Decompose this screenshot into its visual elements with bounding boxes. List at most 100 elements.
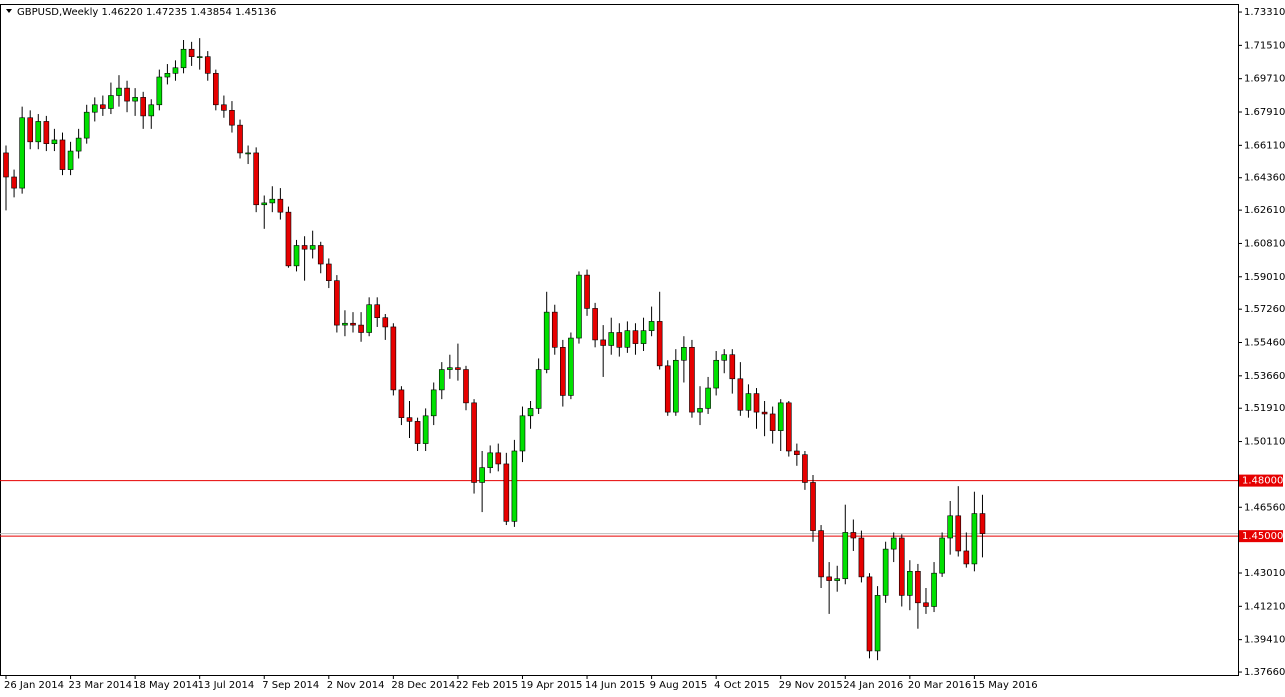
candle-body [325, 263, 332, 281]
candle-body [253, 152, 259, 206]
candle-body [455, 367, 461, 370]
candle-body [27, 117, 34, 143]
candle-body [382, 317, 389, 328]
candle-body [576, 274, 582, 339]
candle-body [535, 369, 542, 409]
candle-body [785, 402, 792, 452]
candle-body [398, 389, 405, 418]
x-tick-label: 20 Mar 2016 [908, 680, 971, 691]
candle-body [229, 110, 235, 126]
x-tick-label: 29 Nov 2015 [779, 680, 843, 691]
candle-body [374, 304, 381, 318]
candle-body [35, 121, 42, 143]
candle-body [753, 393, 760, 413]
candle-body [963, 550, 970, 565]
candle-body [188, 48, 195, 57]
candle-body [471, 402, 477, 483]
candle-body [75, 137, 82, 152]
candle-body [406, 417, 413, 422]
candle-body [527, 408, 534, 417]
candle-body [947, 515, 953, 539]
candle-body [737, 378, 744, 411]
y-tick-label: 1.62610 [1244, 205, 1285, 216]
candle-body [237, 124, 243, 154]
candle-body [826, 576, 832, 581]
candle-body [584, 274, 590, 309]
candle-body [196, 56, 203, 58]
candle-body [317, 245, 324, 265]
y-tick-label: 1.53660 [1244, 371, 1285, 382]
y-tick-label: 1.55460 [1244, 337, 1285, 348]
candle-body [705, 387, 711, 409]
menu-arrow[interactable] [6, 9, 12, 13]
candle-body [673, 359, 679, 413]
y-tick-label: 1.71510 [1244, 40, 1285, 51]
candle-body [342, 322, 348, 326]
candle-body [898, 537, 905, 596]
x-tick-label: 13 Jul 2014 [198, 680, 255, 691]
candle-body [124, 87, 130, 102]
candle-body [818, 530, 824, 578]
y-tick-label: 1.41210 [1244, 601, 1285, 612]
candle-body [156, 76, 163, 106]
candle-body [172, 67, 179, 74]
x-tick-label: 14 Jun 2015 [585, 680, 645, 691]
x-tick-label: 4 Oct 2015 [714, 680, 769, 691]
candle-body [810, 482, 816, 531]
y-tick-label: 1.39410 [1244, 635, 1285, 646]
candle-body [511, 450, 518, 522]
candle-body [140, 97, 146, 117]
candle-body [108, 95, 114, 109]
candle-body [479, 467, 485, 483]
candle-body [915, 571, 921, 604]
candle-body [487, 452, 494, 468]
candle-body [309, 245, 316, 250]
candle-body [907, 571, 913, 596]
candle-body [600, 339, 606, 346]
x-tick-label: 15 May 2016 [972, 680, 1037, 691]
candle-body [447, 367, 453, 370]
x-tick-label: 7 Sep 2014 [262, 680, 319, 691]
candle-body [874, 595, 881, 652]
y-tick-label: 1.50110 [1244, 437, 1285, 448]
level-label-box [1239, 474, 1283, 487]
level-label-box [1239, 530, 1283, 543]
x-tick-label: 19 Apr 2015 [520, 680, 582, 691]
candle-body [842, 532, 849, 580]
candle-body [213, 73, 219, 106]
candle-body [769, 413, 776, 431]
candle-body [83, 111, 90, 139]
candle-body [777, 402, 784, 431]
candle-body [632, 330, 639, 344]
candle-body [923, 602, 929, 607]
candle-body [519, 415, 526, 452]
candle-body [43, 121, 50, 144]
candle-body [285, 211, 292, 267]
candle-body [503, 463, 510, 522]
candle-body [180, 48, 187, 69]
candle-body [301, 245, 308, 250]
y-tick-label: 1.43010 [1244, 568, 1285, 579]
candle-body [277, 198, 284, 213]
candle-body [890, 537, 897, 550]
candle-body [269, 198, 276, 204]
candle-body [164, 73, 171, 78]
candle-body [955, 515, 962, 552]
candle-body [366, 304, 372, 333]
candle-body [882, 548, 889, 596]
candle-body [430, 389, 437, 417]
level-label: 1.48000 [1242, 476, 1283, 487]
candle-body [713, 359, 719, 389]
candle-body [67, 150, 74, 170]
candle-body [971, 513, 978, 565]
candle-body [624, 330, 631, 348]
y-tick-label: 1.57260 [1244, 304, 1285, 315]
candle-body [592, 308, 598, 341]
y-tick-label: 1.59010 [1244, 272, 1285, 283]
candle-body [551, 311, 558, 348]
candle-body [802, 454, 808, 483]
candle-body [51, 139, 58, 144]
candle-body [245, 152, 251, 155]
candle-body [858, 537, 865, 578]
y-tick-label: 1.67910 [1244, 107, 1285, 118]
